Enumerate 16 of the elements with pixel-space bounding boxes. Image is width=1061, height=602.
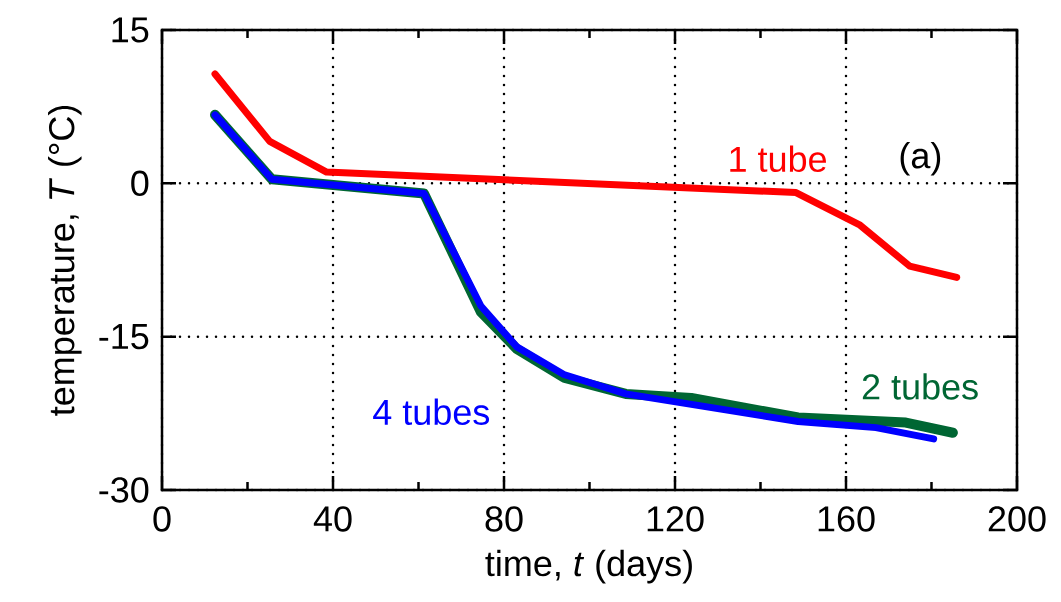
series-label: 2 tubes (862, 373, 978, 400)
x-tick-label: 200 (988, 506, 1046, 532)
series-label: 4 tubes (373, 398, 490, 425)
y-axis-title: temperature, T (°C) (48, 105, 82, 416)
x-tick-label: 0 (153, 506, 171, 532)
y-tick-label: 15 (112, 17, 149, 43)
y-tick-label: -30 (99, 477, 149, 503)
y-tick-label: 0 (131, 170, 149, 197)
x-axis-title: time, t (days) (485, 549, 692, 584)
series-label: 1 tube (730, 145, 826, 172)
x-tick-label: 40 (313, 506, 352, 532)
x-tick-label: 160 (818, 506, 875, 532)
y-tick-label: -15 (99, 324, 149, 350)
x-tick-label: 80 (485, 506, 523, 532)
x-tick-label: 120 (647, 506, 704, 532)
annotation: (a) (900, 142, 941, 176)
